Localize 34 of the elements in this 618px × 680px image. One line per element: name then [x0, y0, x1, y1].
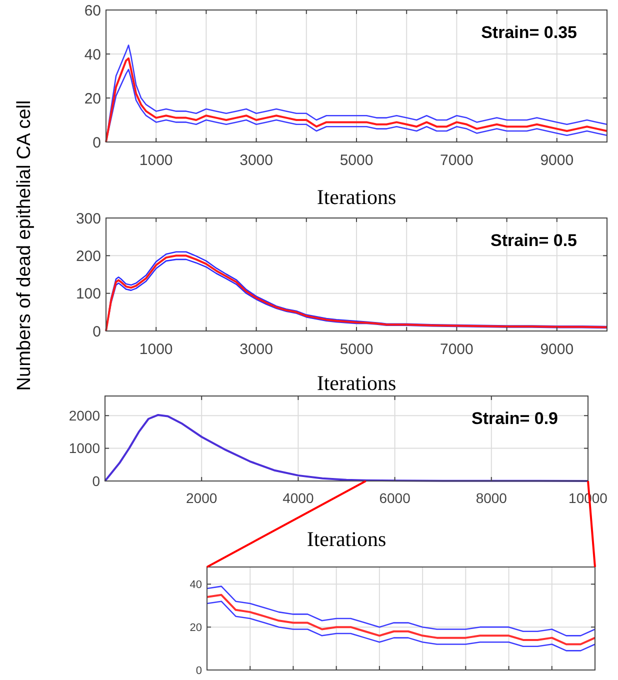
x-tick-label: 5000 [340, 152, 374, 169]
x-tick-label: 3000 [240, 152, 273, 169]
x-tick-label: 7000 [440, 341, 474, 358]
y-tick-label: 200 [76, 248, 101, 265]
y-axis-title: Numbers of dead epithelial CA cell [14, 100, 35, 391]
y-tick-label: 20 [190, 622, 202, 634]
y-tick-label: 0 [92, 472, 100, 489]
x-tick-label: 1000 [139, 152, 173, 169]
x-tick-label: 9000 [540, 152, 574, 169]
x-tick-label: 1000 [139, 341, 173, 358]
x-tick-label: 7000 [440, 152, 474, 169]
y-tick-label: 0 [92, 323, 101, 340]
x-tick-label: 4000 [282, 490, 314, 506]
x-tick-label: 6000 [379, 490, 411, 506]
y-tick-label: 40 [84, 46, 101, 64]
annotation: Strain= 0.35 [481, 23, 577, 42]
x-tick-label: 9000 [540, 341, 574, 358]
y-tick-label: 1000 [68, 440, 100, 456]
x-axis-title: Iterations [306, 527, 386, 551]
y-tick-label: 40 [190, 579, 202, 592]
y-tick-label: 2000 [68, 408, 100, 424]
annotation: Strain= 0.5 [490, 231, 577, 250]
x-tick-label: 5000 [340, 341, 374, 358]
x-axis-title: Iterations [316, 185, 396, 209]
x-tick-label: 8000 [476, 490, 508, 506]
y-tick-label: 20 [84, 90, 101, 108]
annotation: Strain= 0.9 [472, 409, 558, 428]
y-tick-label: 300 [76, 210, 101, 228]
x-axis-title: Iterations [316, 371, 396, 395]
y-tick-label: 0 [196, 664, 202, 677]
y-tick-label: 60 [84, 2, 101, 20]
y-tick-label: 100 [76, 286, 101, 303]
x-tick-label: 3000 [240, 341, 273, 358]
y-tick-label: 0 [92, 134, 101, 152]
